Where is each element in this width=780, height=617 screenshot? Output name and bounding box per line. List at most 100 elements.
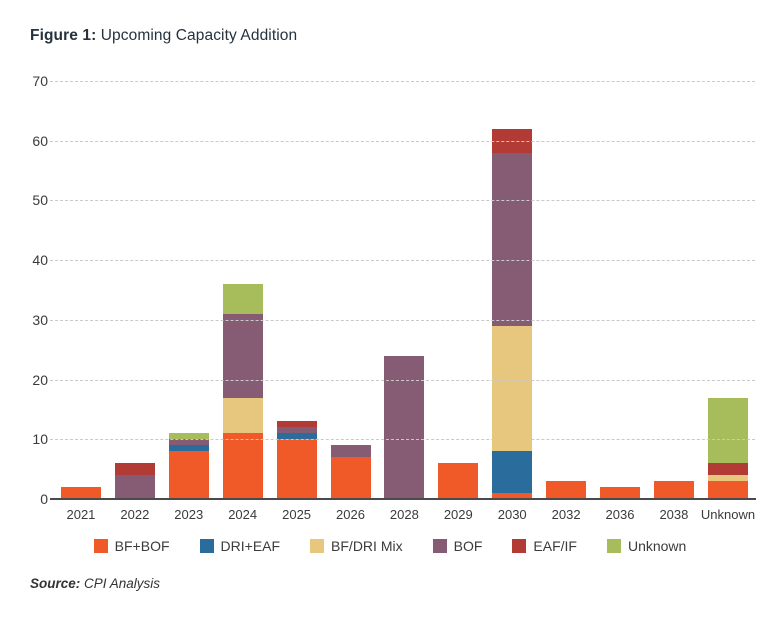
chart: 2021 2022 2023 2024 2025 2026 2028 2029 2030 2032… [32,73,756,522]
bar-segment-2023-DRI+EAF [168,445,209,452]
x-tick-label-2025: 2025 [282,507,312,522]
legend-item-DRI+EAF: DRI+EAF [199,538,280,554]
x-tick-label-2026: 2026 [336,507,365,522]
bar-segment-2030-EAF/IF [492,128,533,153]
bar-segment-2025-BF+BOF [276,439,317,499]
bar-slot-2030 [485,81,539,499]
bar-slot-2036 [593,81,647,499]
y-tick-label-50: 50 [32,192,48,209]
y-tick-label-20: 20 [32,371,48,388]
plot-area [50,81,755,499]
x-tick-label-Unknown: Unknown [700,507,756,522]
figure-title-text: Upcoming Capacity Addition [96,27,298,44]
x-axis-line [50,498,756,500]
y-tick-label-30: 30 [32,311,48,328]
bar-slot-2032 [539,81,593,499]
bar-segment-2036-BF+BOF [600,487,641,499]
legend-swatch-icon [512,539,527,553]
x-tick-label-2021: 2021 [66,507,96,522]
bar-2032 [546,481,587,499]
x-tick-label-2024: 2024 [228,507,258,522]
bar-slot-2028 [378,81,432,499]
legend-item-Unknown: Unknown [606,538,686,554]
bar-segment-Unknown-Unknown [708,397,749,464]
bar-segment-2023-BOF [168,439,209,446]
y-tick-label-0: 0 [40,491,48,507]
gridline-y50 [50,200,755,202]
bar-segment-2025-BOF [276,427,317,434]
x-tick-label-2038: 2038 [659,507,689,522]
bar-slot-2024 [216,81,270,499]
bar-slot-2038 [647,81,701,499]
bar-segment-2024-BF/DRI Mix [222,397,263,434]
bar-2022 [114,463,155,499]
legend-swatch-icon [93,539,108,553]
bar-slot-2026 [324,81,378,499]
bar-segment-2022-EAF/IF [114,463,155,476]
bar-2021 [60,487,101,499]
gridline-y60 [50,140,755,142]
bar-segment-2032-BF+BOF [546,481,587,499]
legend-swatch-icon [432,539,447,553]
bar-segment-2029-BF+BOF [438,463,479,499]
bar-segment-2030-BF/DRI Mix [492,325,533,452]
legend-label: EAF/IF [533,538,577,554]
bar-segment-2021-BF+BOF [60,487,101,499]
gridline-y20 [50,379,755,381]
legend-swatch-icon [606,539,621,553]
gridline-y10 [50,439,755,441]
bar-segment-2030-BOF [492,152,533,326]
legend-item-BOF: BOF [432,538,483,554]
legend-item-BF/DRI Mix: BF/DRI Mix [310,538,403,554]
gridline-y70 [50,81,755,82]
bar-segment-2025-EAF/IF [276,421,317,428]
x-tick-label-2036: 2036 [605,507,635,522]
source-prefix: Source: [30,576,81,591]
bar-Unknown [708,397,749,499]
bar-2024 [222,284,263,499]
bar-2038 [654,481,695,499]
legend-label: BOF [453,538,483,554]
bar-slot-2023 [162,81,216,499]
legend-label: BF/DRI Mix [331,538,403,554]
figure-title-prefix: Figure 1: [30,27,97,44]
legend-label: BF+BOF [114,538,170,554]
y-tick-label-60: 60 [32,132,48,149]
bar-2036 [600,487,641,499]
bar-slot-2021 [54,81,108,499]
x-tick-label-2028: 2028 [389,507,419,522]
y-tick-label-10: 10 [32,431,48,448]
legend-swatch-icon [310,539,325,553]
bar-segment-2038-BF+BOF [654,481,695,499]
legend-item-BF+BOF: BF+BOF [93,538,170,554]
bar-2025 [276,421,317,499]
bar-2029 [438,463,479,499]
bar-segment-2024-Unknown [222,284,263,314]
x-tick-label-2029: 2029 [443,507,473,522]
bar-segment-Unknown-BF+BOF [708,481,749,499]
bar-2028 [384,355,425,499]
bar-2030 [492,128,533,499]
bar-segment-2022-BOF [114,475,155,499]
bar-segment-2028-BOF [384,355,425,499]
bar-segment-2026-BF+BOF [330,457,371,499]
bar-segment-Unknown-EAF/IF [708,463,749,476]
gridline-y30 [50,319,755,321]
bar-segment-2026-BOF [330,445,371,458]
bar-segment-2024-BOF [222,313,263,398]
x-tick-label-2032: 2032 [551,507,581,522]
y-tick-label-40: 40 [32,252,48,269]
x-tick-label-2022: 2022 [120,507,150,522]
legend: BF+BOF DRI+EAF BF/DRI Mix BOF EAF/IF Unknown [0,538,780,554]
y-tick-label-70: 70 [32,73,48,89]
source-text: CPI Analysis [80,576,161,591]
legend-swatch-icon [199,539,214,553]
bar-2023 [168,433,209,499]
bar-2026 [330,445,371,499]
bar-segment-2023-BF+BOF [168,451,209,499]
bar-slot-2022 [108,81,162,499]
gridline-y40 [50,260,755,262]
figure-title: Figure 1: Upcoming Capacity Addition [30,27,297,45]
x-axis-labels: 2021 2022 2023 2024 2025 2026 2028 2029 2030 2032… [54,507,755,522]
